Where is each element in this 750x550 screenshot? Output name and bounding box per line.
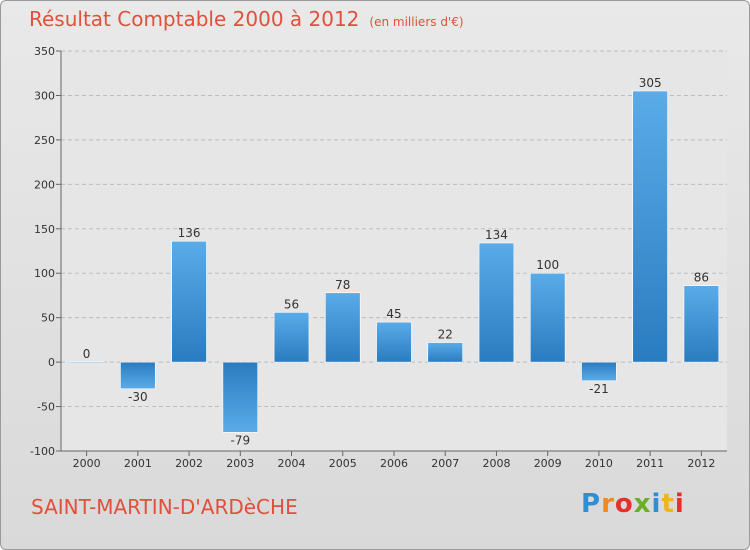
x-tick-label-2004: 2004 [278, 457, 306, 470]
y-tick-label: 100 [34, 267, 55, 280]
bar-2003 [222, 361, 259, 433]
chart-title-text: Résultat Comptable 2000 à 2012 [29, 7, 360, 31]
x-tick-label-2008: 2008 [482, 457, 510, 470]
y-tick-label: 50 [41, 312, 55, 325]
logo-letter: t [661, 489, 675, 519]
data-label-2007: 22 [438, 328, 453, 342]
y-tick-label: -100 [30, 445, 55, 458]
data-label-2011: 305 [639, 76, 662, 90]
data-label-2002: 136 [178, 226, 201, 240]
proxiti-logo: Proxiti [581, 489, 685, 519]
data-label-2005: 78 [335, 278, 350, 292]
data-label-2009: 100 [536, 258, 559, 272]
x-tick-label-2002: 2002 [175, 457, 203, 470]
x-tick-label-2000: 2000 [73, 457, 101, 470]
y-tick-label: 200 [34, 178, 55, 191]
logo-letter: o [614, 489, 634, 519]
data-label-2000: 0 [83, 347, 91, 361]
bar-2006 [376, 321, 412, 363]
y-tick-label: 250 [34, 134, 55, 147]
bar-2008 [478, 242, 515, 363]
plot-area [61, 51, 727, 451]
data-label-2004: 56 [284, 297, 299, 311]
data-label-2006: 45 [386, 307, 401, 321]
data-label-2001: -30 [128, 390, 148, 404]
logo-letter: P [581, 489, 602, 519]
logo-letter: x [633, 489, 652, 519]
bar-2011 [632, 90, 668, 363]
x-tick-label-2012: 2012 [687, 457, 715, 470]
x-tick-label-2011: 2011 [636, 457, 664, 470]
x-tick-label-2001: 2001 [124, 457, 152, 470]
x-tick-label-2003: 2003 [226, 457, 254, 470]
logo-letter: i [674, 489, 685, 519]
y-tick-label: 150 [34, 223, 55, 236]
commune-name: SAINT-MARTIN-D'ARDèCHE [31, 495, 298, 519]
logo-letter: i [651, 489, 662, 519]
y-tick-label: 0 [48, 356, 55, 369]
data-label-2012: 86 [694, 271, 709, 285]
bar-2000 [68, 361, 105, 363]
data-label-2010: -21 [589, 382, 609, 396]
bar-2010 [581, 361, 617, 382]
y-tick-label: -50 [37, 401, 55, 414]
chart-subtitle: (en milliers d'€) [369, 15, 464, 29]
x-tick-label-2009: 2009 [534, 457, 562, 470]
bar-2005 [325, 292, 361, 363]
x-tick-label-2007: 2007 [431, 457, 459, 470]
x-tick-label-2010: 2010 [585, 457, 613, 470]
y-tick-label: 350 [34, 45, 55, 58]
x-tick-label-2005: 2005 [329, 457, 357, 470]
bar-2001 [120, 361, 156, 390]
bar-2007 [427, 342, 463, 363]
bar-2009 [529, 272, 566, 363]
data-label-2008: 134 [485, 228, 508, 242]
bar-2002 [171, 240, 207, 363]
chart-title: Résultat Comptable 2000 à 2012 (en millie… [29, 7, 464, 31]
y-tick-label: 300 [34, 89, 55, 102]
bar-2004 [273, 312, 310, 363]
logo-letter: r [601, 489, 615, 519]
bar-2012 [683, 285, 720, 363]
x-tick-label-2006: 2006 [380, 457, 408, 470]
data-label-2003: -79 [231, 433, 251, 447]
